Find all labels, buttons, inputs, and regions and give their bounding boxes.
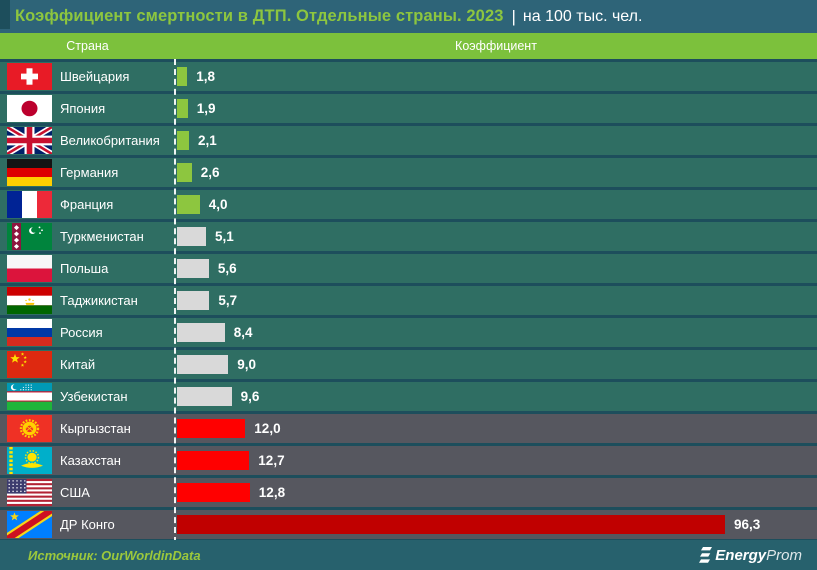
table-row: Франция 4,0 [0, 190, 817, 219]
country-label: Узбекистан [60, 389, 128, 404]
column-header-value: Коэффициент [455, 39, 537, 53]
value-label: 5,1 [215, 229, 234, 244]
flag-tajikistan-icon [7, 287, 52, 314]
value-label: 12,7 [258, 453, 285, 468]
table-row: Узбекистан 9,6 [0, 382, 817, 411]
flag-switzerland-icon [7, 63, 52, 90]
title-separator: | [511, 6, 516, 26]
table-row: Казахстан 12,7 [0, 446, 817, 475]
country-label: Кыргызстан [60, 421, 131, 436]
page-title: Коэффициент смертности в ДТП. Отдельные … [15, 7, 504, 25]
value-bar [177, 515, 725, 534]
table-row: Китай 9,0 [0, 350, 817, 379]
value-label: 8,4 [233, 325, 253, 340]
value-bar [177, 291, 210, 310]
table-row: США 12,8 [0, 478, 817, 507]
value-bar [177, 355, 229, 374]
value-label: 96,3 [734, 517, 761, 532]
flag-france-icon [7, 191, 52, 218]
flag-usa-icon [7, 479, 52, 506]
value-bar [177, 131, 189, 150]
flag-germany-icon [7, 159, 52, 186]
value-label: 1,9 [196, 101, 216, 116]
country-label: Таджикистан [60, 293, 138, 308]
value-bar [177, 387, 232, 406]
title-bar: Коэффициент смертности в ДТП. Отдельные … [0, 0, 817, 33]
value-bar [177, 483, 250, 502]
rows-container: Швейцария 1,8 Япония 1,9 Великобритания 2,1 Ге… [0, 62, 817, 542]
flag-kyrgyzstan-icon [7, 415, 52, 442]
value-label: 5,7 [218, 293, 238, 308]
value-bar [177, 259, 209, 278]
value-bar [177, 323, 225, 342]
country-label: Россия [60, 325, 103, 340]
flag-uzbekistan-icon [7, 383, 52, 410]
value-label: 5,6 [217, 261, 237, 276]
table-row: Таджикистан 5,7 [0, 286, 817, 315]
country-label: Туркменистан [60, 229, 144, 244]
table-row: Германия 2,6 [0, 158, 817, 187]
value-bar [177, 99, 188, 118]
flag-uk-icon [7, 127, 52, 154]
table-row: Польша 5,6 [0, 254, 817, 283]
value-bar [177, 419, 246, 438]
flag-drcongo-icon [7, 511, 52, 538]
logo-text-prom: Prom [766, 546, 802, 564]
value-label: 4,0 [208, 197, 228, 212]
flag-kazakhstan-icon [7, 447, 52, 474]
value-bar [177, 451, 250, 470]
country-label: Швейцария [60, 69, 130, 84]
table-row: ДР Конго 96,3 [0, 510, 817, 539]
country-label: США [60, 485, 90, 500]
energyprom-e-icon [698, 547, 713, 563]
value-label: 12,0 [254, 421, 281, 436]
value-bar [177, 163, 192, 182]
country-label: Германия [60, 165, 119, 180]
value-bar [177, 195, 200, 214]
corner-notch [0, 0, 10, 29]
value-label: 9,0 [237, 357, 256, 372]
country-label: ДР Конго [60, 517, 115, 532]
table-row: Россия 8,4 [0, 318, 817, 347]
flag-russia-icon [7, 319, 52, 346]
column-header-country: Страна [66, 39, 109, 53]
table-header: Страна Коэффициент [0, 33, 817, 59]
flag-china-icon [7, 351, 52, 378]
table-row: Япония 1,9 [0, 94, 817, 123]
flag-poland-icon [7, 255, 52, 282]
baseline-dashed-line [174, 59, 176, 543]
country-label: Япония [60, 101, 106, 116]
value-label: 12,8 [258, 485, 286, 500]
value-label: 2,1 [198, 133, 217, 148]
source-text: Источник: OurWorldinData [28, 547, 201, 563]
country-label: Франция [60, 197, 114, 212]
footer: Источник: OurWorldinData Energy Prom [0, 540, 817, 570]
table-row: Кыргызстан 12,0 [0, 414, 817, 443]
table-row: Швейцария 1,8 [0, 62, 817, 91]
flag-turkmenistan-icon [7, 223, 52, 250]
value-label: 9,6 [240, 389, 260, 404]
country-label: Китай [60, 357, 96, 372]
value-bar [177, 227, 206, 246]
energyprom-logo: Energy Prom [698, 540, 802, 570]
table-row: Туркменистан 5,1 [0, 222, 817, 251]
country-label: Великобритания [60, 133, 160, 148]
value-bar [177, 67, 188, 86]
country-label: Польша [60, 261, 109, 276]
country-label: Казахстан [60, 453, 121, 468]
value-label: 2,6 [200, 165, 220, 180]
flag-japan-icon [7, 95, 52, 122]
title-unit: на 100 тыс. чел. [522, 7, 643, 25]
logo-text-energy: Energy [715, 546, 767, 564]
value-label: 1,8 [196, 69, 215, 84]
table-row: Великобритания 2,1 [0, 126, 817, 155]
